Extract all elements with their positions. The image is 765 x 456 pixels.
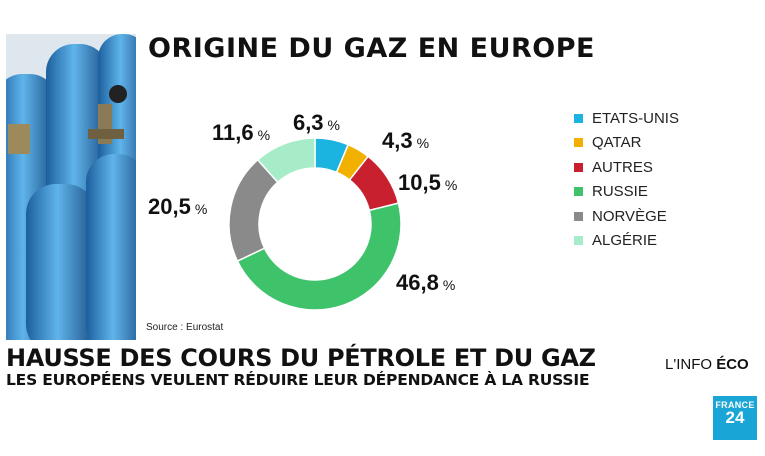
- legend-swatch: [574, 162, 583, 172]
- legend-label: QATAR: [592, 134, 642, 152]
- legend-swatch: [574, 211, 583, 221]
- data-label-qatar: 4,3%: [382, 128, 429, 153]
- legend-swatch: [574, 236, 583, 246]
- data-label-etats-unis: 6,3%: [293, 110, 340, 135]
- legend-label: NORVÈGE: [592, 207, 667, 225]
- legend-item-algérie: ALGÉRIE: [574, 229, 679, 254]
- legend-swatch: [574, 113, 583, 123]
- legend-item-russie: RUSSIE: [574, 180, 679, 205]
- slice-russie: [236, 202, 402, 311]
- source-note: Source : Eurostat: [146, 322, 224, 333]
- chart-title: ORIGINE DU GAZ EN EUROPE: [148, 33, 595, 64]
- logo-line2: 24: [725, 408, 745, 427]
- legend-label: RUSSIE: [592, 183, 648, 201]
- legend-item-qatar: QATAR: [574, 131, 679, 156]
- chart-legend: ETATS-UNIS QATAR AUTRES RUSSIE NORVÈGE ALGÉRI…: [574, 106, 679, 253]
- legend-item-autres: AUTRES: [574, 155, 679, 180]
- legend-label: ALGÉRIE: [592, 232, 658, 250]
- legend-swatch: [574, 187, 583, 197]
- legend-swatch: [574, 138, 583, 148]
- data-label-autres: 10,5%: [398, 170, 457, 195]
- legend-item-etats-unis: ETATS-UNIS: [574, 106, 679, 131]
- logo-line1: FRANCE: [715, 400, 755, 410]
- subheadline: LES EUROPÉENS VEULENT RÉDUIRE LEUR DÉPEN…: [6, 371, 590, 389]
- france24-logo: FRANCE 24: [713, 396, 757, 440]
- legend-label: AUTRES: [592, 158, 653, 176]
- gas-cylinders-photo: [6, 34, 136, 340]
- donut-chart: 6,3 % 4,3 % 10,5 % 46,8 % 20,5 % 11,6%: [148, 110, 457, 311]
- slice-algérie: [256, 137, 316, 184]
- headline: HAUSSE DES COURS DU PÉTROLE ET DU GAZ: [6, 344, 596, 372]
- legend-item-norvège: NORVÈGE: [574, 204, 679, 229]
- show-name: L'INFO ÉCO: [665, 356, 749, 373]
- show-name-prefix: L'INFO: [665, 356, 717, 373]
- legend-label: ETATS-UNIS: [592, 109, 679, 127]
- data-label-norvège: 20,5%: [148, 194, 207, 219]
- data-label-russie: 46,8%: [396, 270, 455, 295]
- show-name-bold: ÉCO: [716, 356, 749, 373]
- data-label-algérie: 11,6%: [212, 120, 270, 145]
